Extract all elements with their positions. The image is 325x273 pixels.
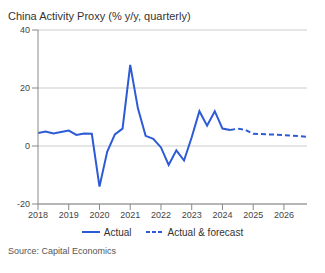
svg-text:40: 40 (20, 25, 30, 35)
svg-text:2024: 2024 (212, 210, 232, 220)
html-text:Actual & forecast: Actual & forecast (167, 226, 244, 238)
svg-text:2019: 2019 (59, 210, 79, 220)
html-text:Actual: Actual (103, 226, 132, 238)
svg-text:2023: 2023 (182, 210, 202, 220)
svg-text:2018: 2018 (28, 210, 48, 220)
svg-text:2025: 2025 (243, 210, 263, 220)
svg-text:2026: 2026 (274, 210, 294, 220)
html-text:Source: Capital Economics: Source: Capital Economics (8, 246, 117, 256)
svg-text:2021: 2021 (120, 210, 140, 220)
svg-text:20: 20 (20, 83, 30, 93)
svg-text:2022: 2022 (151, 210, 171, 220)
html-text:China Activity Proxy (% y/y, q: China Activity Proxy (% y/y, quarterly) (8, 10, 191, 22)
svg-text:-20: -20 (17, 199, 30, 209)
svg-text:0: 0 (25, 141, 30, 151)
svg-text:2020: 2020 (89, 210, 109, 220)
